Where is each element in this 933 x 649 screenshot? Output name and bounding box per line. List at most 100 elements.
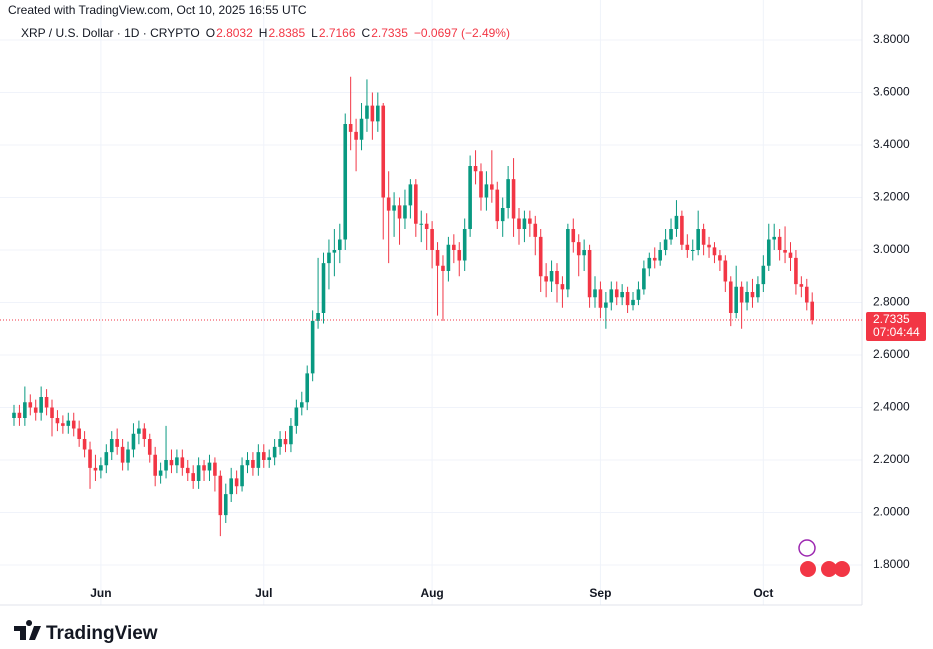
x-tick-label: Sep xyxy=(589,586,611,600)
candle-body xyxy=(131,433,136,450)
candle-body xyxy=(126,449,130,463)
candle-body xyxy=(408,184,413,206)
candle-body xyxy=(185,467,190,474)
candle-body xyxy=(180,457,185,468)
candle-body xyxy=(365,105,369,119)
candle-body xyxy=(756,284,760,298)
candle-body xyxy=(386,197,391,211)
candle-body xyxy=(175,457,179,466)
candle-body xyxy=(674,215,679,229)
header-text: O xyxy=(206,26,215,40)
candle-body xyxy=(506,179,510,208)
candle-body xyxy=(23,402,27,418)
candle-body xyxy=(115,439,119,447)
candle-body xyxy=(441,265,445,271)
candle-body xyxy=(669,229,673,240)
y-tick-label: 2.8000 xyxy=(873,295,910,309)
candle-body xyxy=(234,478,239,487)
y-tick-label: 3.8000 xyxy=(873,32,910,46)
candle-body xyxy=(223,494,228,516)
candle-body xyxy=(761,265,766,285)
candle-body xyxy=(28,402,33,408)
candle-body xyxy=(153,454,157,476)
candle-body xyxy=(462,229,467,261)
candle-body xyxy=(12,412,16,418)
candle-body xyxy=(479,171,483,198)
candle-body xyxy=(549,271,554,282)
candle-body xyxy=(17,412,22,418)
candle-body xyxy=(327,252,331,264)
candle-body xyxy=(560,284,565,290)
candle-body xyxy=(44,397,49,408)
candle-body xyxy=(457,250,462,261)
candle-body xyxy=(359,118,364,140)
candle-body xyxy=(164,460,168,471)
candle-body xyxy=(652,257,657,261)
candle-body xyxy=(229,478,233,495)
candle-body xyxy=(609,289,614,303)
candle-body xyxy=(582,250,586,256)
candle-body xyxy=(104,452,109,466)
candle-body xyxy=(593,289,597,298)
candle-body xyxy=(723,260,728,282)
candle-body xyxy=(348,124,353,132)
candle-body xyxy=(381,105,386,198)
candle-body xyxy=(728,281,733,313)
candle-body xyxy=(772,236,776,240)
candle-body xyxy=(604,302,608,308)
candle-body xyxy=(321,263,326,313)
candle-body xyxy=(566,229,570,290)
header-text: 2.7335 xyxy=(371,26,408,40)
candle-body xyxy=(490,184,494,190)
candle-body xyxy=(680,215,684,245)
candle-body xyxy=(370,105,375,122)
candle-body xyxy=(734,286,738,313)
event-icons xyxy=(798,539,850,577)
candle-body xyxy=(522,218,527,229)
candle-body xyxy=(283,439,288,445)
candle-body xyxy=(316,313,320,321)
x-tick-label: Oct xyxy=(753,586,773,600)
candle-body xyxy=(55,418,60,424)
header-text: L xyxy=(311,26,318,40)
candle-body xyxy=(207,462,212,471)
candle-body xyxy=(376,105,380,122)
candle-body xyxy=(305,373,310,403)
candle-body xyxy=(77,428,81,439)
candle-body xyxy=(213,462,217,476)
candle-body xyxy=(745,292,749,303)
candle-body xyxy=(435,250,440,266)
candle-body xyxy=(517,218,521,229)
header-text: −0.0697 (−2.49%) xyxy=(414,26,510,40)
candle-body xyxy=(50,407,54,418)
y-tick-label: 2.2000 xyxy=(873,452,910,466)
candle-body xyxy=(414,184,418,224)
candle-body xyxy=(794,257,798,285)
header-text: C xyxy=(362,26,371,40)
candle-body xyxy=(88,449,92,468)
candle-body xyxy=(685,244,690,250)
candle-body xyxy=(783,250,787,253)
watermark: Created with TradingView.com, Oct 10, 20… xyxy=(8,3,307,17)
candle-body xyxy=(354,131,358,140)
candle-body xyxy=(473,166,478,172)
candle-body xyxy=(93,467,98,471)
candle-body xyxy=(82,439,87,450)
y-tick-label: 3.6000 xyxy=(873,85,910,99)
header-text: 2.8032 xyxy=(216,26,253,40)
candle-body xyxy=(137,428,141,434)
candle-body xyxy=(777,236,782,250)
candle-body xyxy=(484,184,489,198)
candle-body xyxy=(218,475,223,516)
candle-body xyxy=(533,223,538,237)
y-tick-label: 2.4000 xyxy=(873,400,910,414)
candle-body xyxy=(424,223,429,229)
y-tick-label: 2.0000 xyxy=(873,505,910,519)
candle-body xyxy=(191,473,195,481)
candle-body xyxy=(332,250,337,253)
candle-body xyxy=(538,236,543,277)
candle-body xyxy=(500,208,505,222)
candle-body xyxy=(701,229,706,245)
candle-body xyxy=(261,452,266,460)
